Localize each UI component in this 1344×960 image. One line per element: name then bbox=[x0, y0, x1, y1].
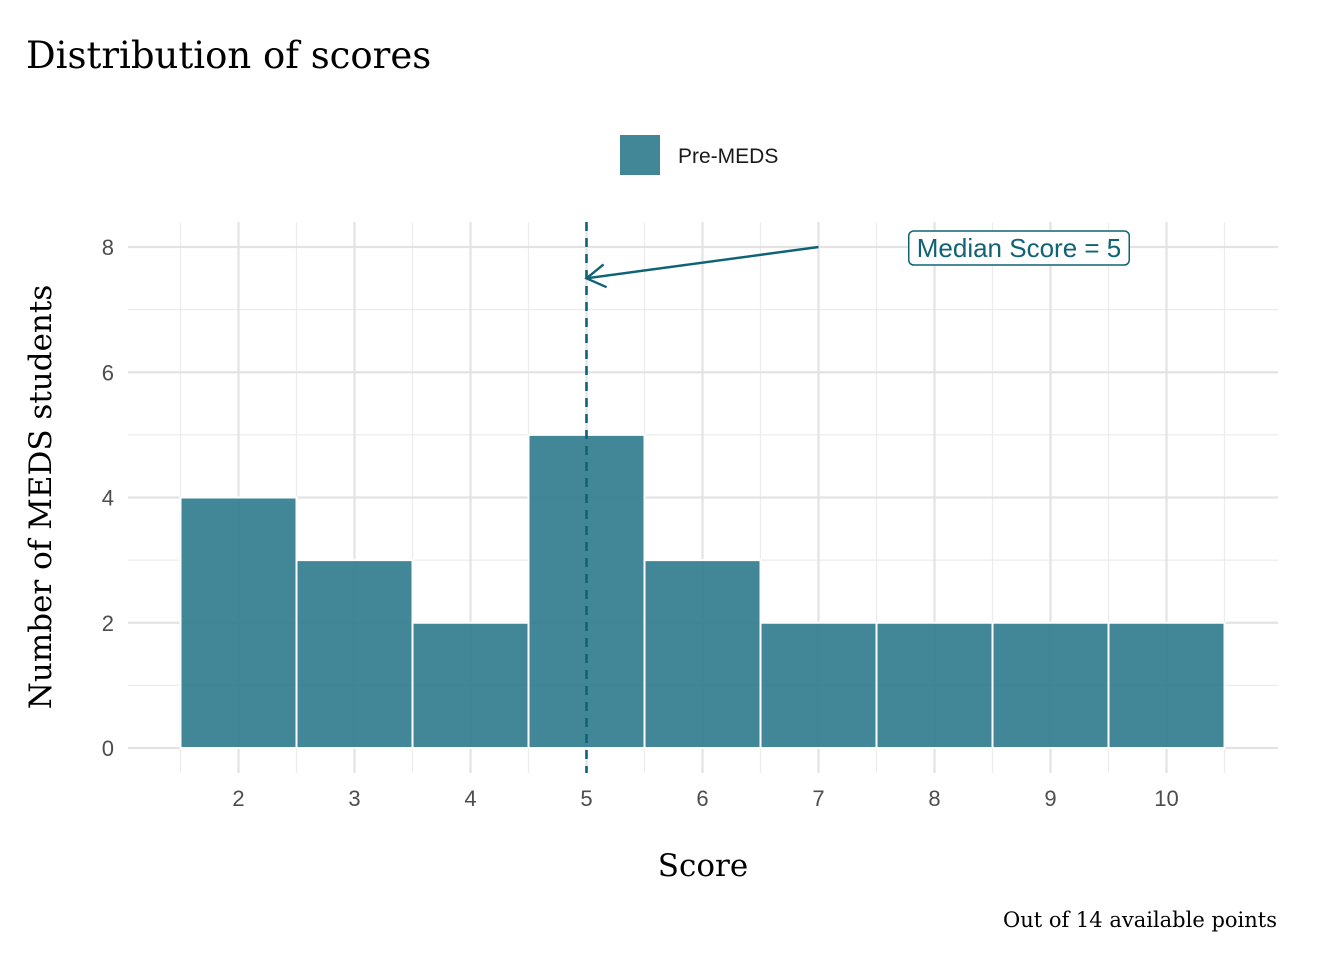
x-tick-label: 4 bbox=[464, 786, 476, 811]
y-tick-label: 2 bbox=[102, 611, 114, 636]
y-tick-label: 0 bbox=[102, 736, 114, 761]
y-tick-label: 8 bbox=[102, 235, 114, 260]
x-tick-label: 6 bbox=[696, 786, 708, 811]
median-label-box bbox=[907, 230, 1131, 266]
x-tick-label: 3 bbox=[348, 786, 360, 811]
x-tick-label: 7 bbox=[812, 786, 824, 811]
y-axis-title: Number of MEDS students bbox=[23, 285, 59, 710]
bar-10 bbox=[1107, 621, 1226, 749]
bar-3 bbox=[295, 559, 414, 749]
x-tick-label: 9 bbox=[1044, 786, 1056, 811]
y-tick-label: 6 bbox=[102, 360, 114, 385]
y-tick-label: 4 bbox=[102, 486, 114, 511]
median-arrow-shaft bbox=[586, 245, 819, 280]
x-tick-label: 8 bbox=[928, 786, 940, 811]
bar-6 bbox=[643, 559, 762, 749]
x-tick-label: 5 bbox=[580, 786, 592, 811]
x-tick-label: 10 bbox=[1154, 786, 1178, 811]
y-axis-ticks: 0 2 4 6 8 bbox=[102, 235, 114, 761]
median-label: Median Score = 5 bbox=[917, 233, 1122, 263]
x-tick-label: 2 bbox=[232, 786, 244, 811]
chart-title: Distribution of scores bbox=[26, 34, 431, 77]
median-arrow-head bbox=[584, 263, 608, 289]
x-axis-ticks: 2 3 4 5 6 7 8 9 10 bbox=[232, 786, 1178, 811]
bar-9 bbox=[991, 621, 1110, 749]
chart-caption: Out of 14 available points bbox=[1003, 908, 1277, 932]
bar-2 bbox=[179, 496, 298, 749]
bars bbox=[179, 433, 1226, 749]
legend-label: Pre-MEDS bbox=[678, 145, 778, 168]
x-axis-title: Score bbox=[658, 848, 748, 884]
bar-4 bbox=[411, 621, 530, 749]
bar-8 bbox=[875, 621, 994, 749]
bar-7 bbox=[759, 621, 878, 749]
legend-swatch bbox=[620, 135, 660, 175]
median-annotation: Median Score = 5 bbox=[584, 222, 1131, 773]
legend: Pre-MEDS bbox=[620, 135, 778, 175]
